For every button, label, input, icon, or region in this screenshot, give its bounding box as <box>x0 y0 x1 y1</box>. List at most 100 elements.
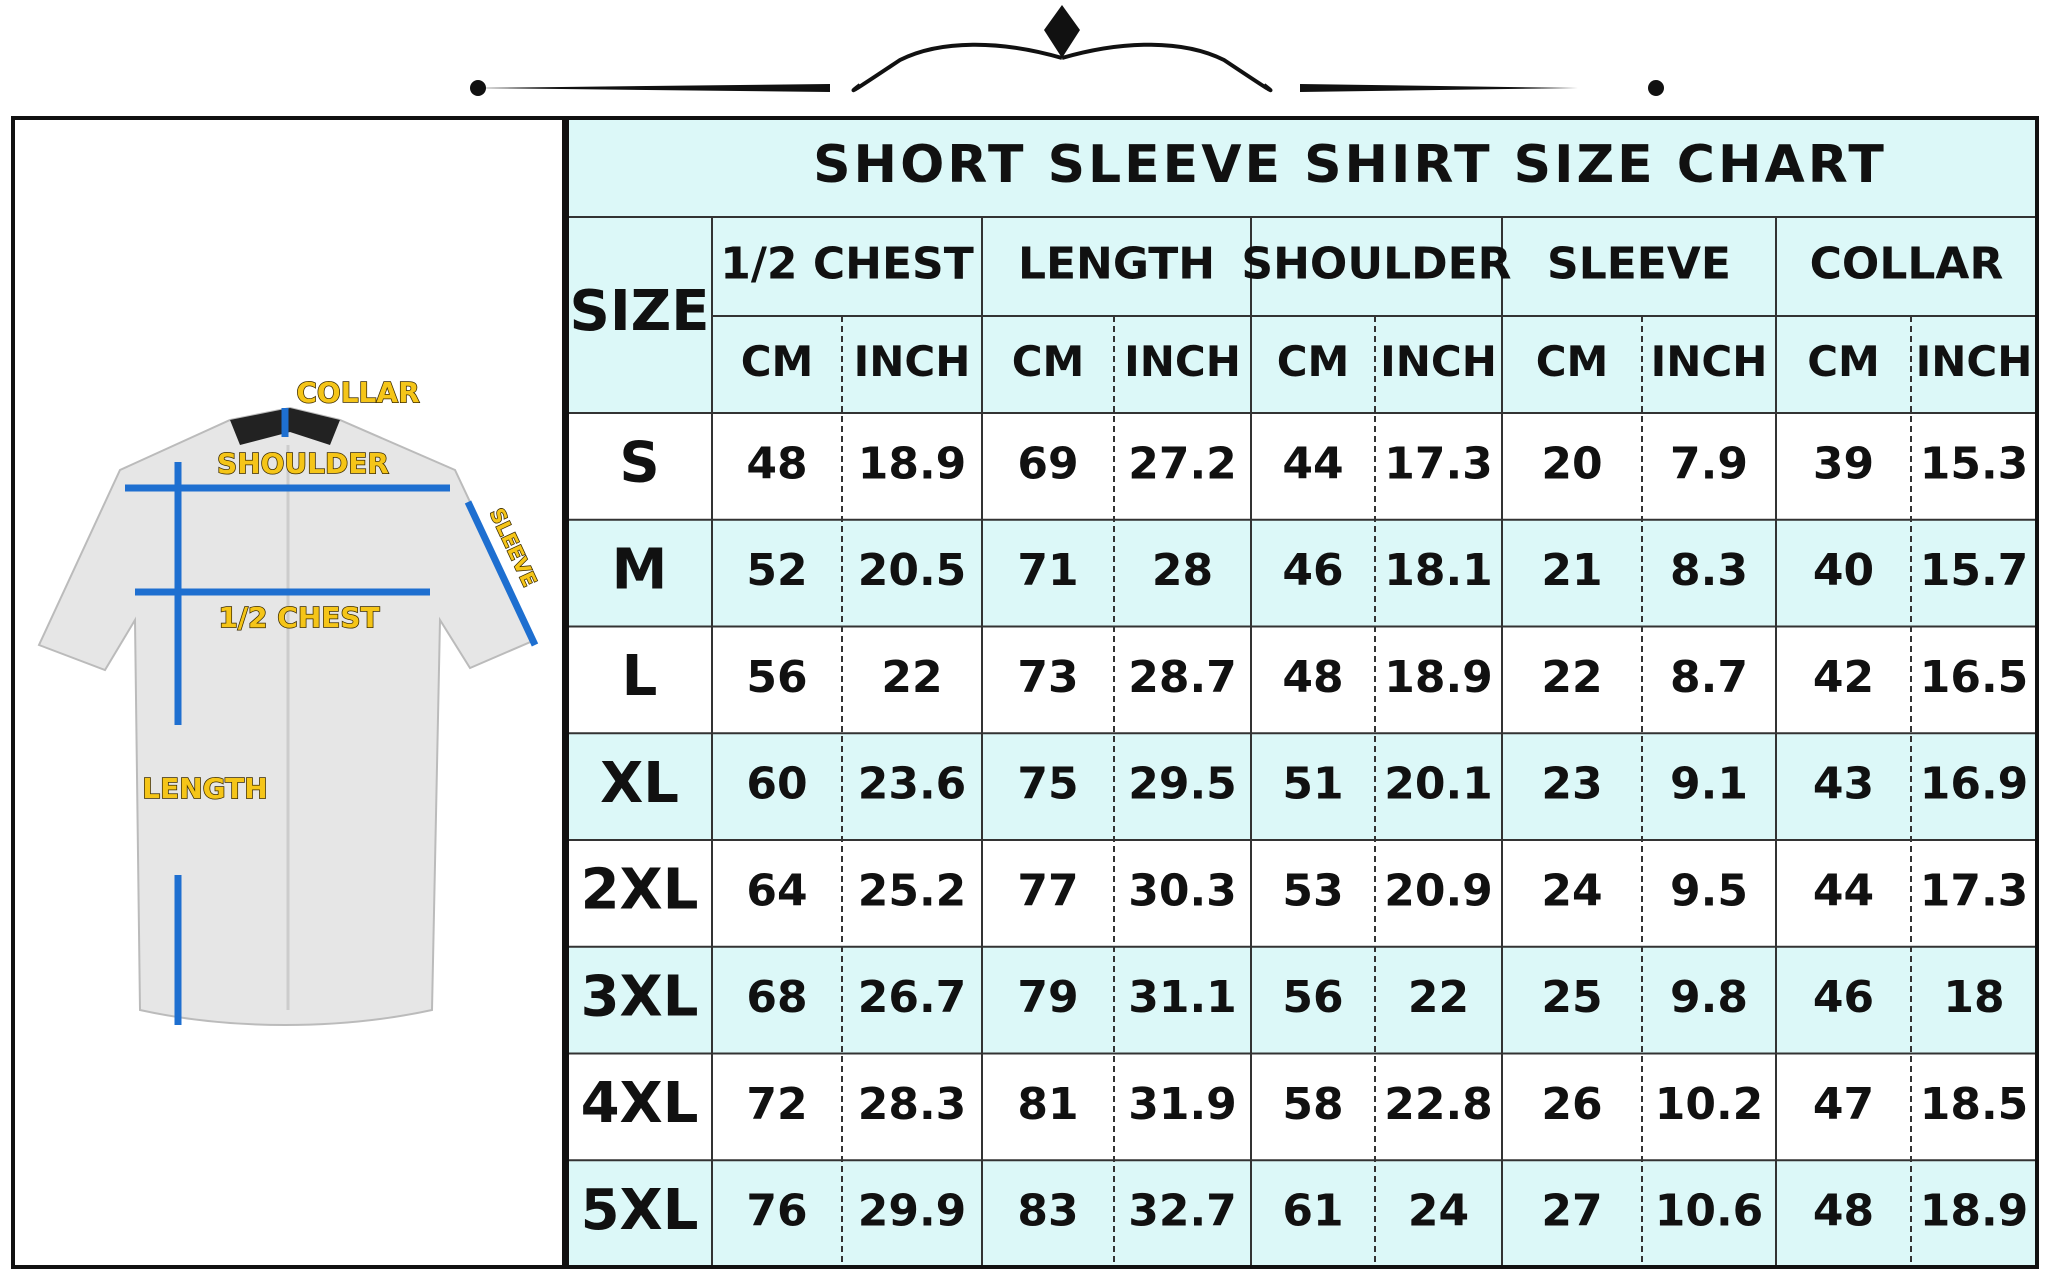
row-bg <box>567 840 2037 947</box>
cell-value: 39 <box>1813 438 1874 489</box>
row-bg <box>567 626 2037 734</box>
cell-value: 29.9 <box>858 1186 967 1237</box>
cell-value: 68 <box>746 972 807 1023</box>
cell-value: 31.9 <box>1128 1079 1237 1130</box>
unit-header: CM <box>1012 337 1085 386</box>
cell-value: 60 <box>746 759 807 810</box>
cell-value: 81 <box>1017 1079 1078 1130</box>
cell-value: 30.3 <box>1128 865 1237 916</box>
cell-value: 25 <box>1541 972 1602 1023</box>
cell-value: 21 <box>1541 545 1602 596</box>
cell-value: 17.3 <box>1920 865 2029 916</box>
cell-value: 48 <box>1282 652 1343 703</box>
cell-value: 32.7 <box>1128 1186 1237 1237</box>
cell-value: 31.1 <box>1128 972 1237 1023</box>
cell-value: 58 <box>1282 1079 1343 1130</box>
size-label: 4XL <box>581 1071 699 1136</box>
cell-value: 9.5 <box>1670 865 1748 916</box>
cell-value: 17.3 <box>1384 438 1493 489</box>
unit-header: CM <box>741 337 814 386</box>
cell-value: 83 <box>1017 1186 1078 1237</box>
cell-value: 77 <box>1017 865 1078 916</box>
cell-value: 46 <box>1813 972 1874 1023</box>
cell-value: 48 <box>1813 1186 1874 1237</box>
cell-value: 44 <box>1813 865 1874 916</box>
table-border <box>565 116 2039 1269</box>
row-bg <box>567 1160 2037 1267</box>
cell-value: 10.6 <box>1655 1186 1764 1237</box>
cell-value: 22 <box>1408 972 1469 1023</box>
title-bar <box>567 118 2037 217</box>
diagram-label: SHOULDER <box>217 447 389 480</box>
cell-value: 15.7 <box>1920 545 2029 596</box>
cell-value: 79 <box>1017 972 1078 1023</box>
cell-value: 23 <box>1541 759 1602 810</box>
cell-value: 22.8 <box>1384 1079 1493 1130</box>
cell-value: 20.5 <box>858 545 967 596</box>
cell-value: 20.9 <box>1384 865 1493 916</box>
cell-value: 71 <box>1017 545 1078 596</box>
cell-value: 42 <box>1813 652 1874 703</box>
cell-value: 20 <box>1541 438 1602 489</box>
group-header: SLEEVE <box>1547 239 1731 290</box>
unit-header: CM <box>1807 337 1880 386</box>
cell-value: 73 <box>1017 652 1078 703</box>
cell-value: 8.3 <box>1670 545 1748 596</box>
cell-value: 64 <box>746 865 807 916</box>
size-label: XL <box>600 751 679 816</box>
cell-value: 47 <box>1813 1079 1874 1130</box>
diagram-label: LENGTH <box>142 772 267 805</box>
cell-value: 27 <box>1541 1186 1602 1237</box>
group-header: SHOULDER <box>1241 239 1511 290</box>
cell-value: 24 <box>1541 865 1602 916</box>
cell-value: 9.1 <box>1670 759 1748 810</box>
cell-value: 8.7 <box>1670 652 1748 703</box>
row-bg <box>567 946 2037 1054</box>
cell-value: 22 <box>881 652 942 703</box>
cell-value: 23.6 <box>858 759 967 810</box>
cell-value: 72 <box>746 1079 807 1130</box>
cell-value: 25.2 <box>858 865 967 916</box>
unit-header: INCH <box>854 337 971 386</box>
cell-value: 16.5 <box>1920 652 2029 703</box>
cell-value: 69 <box>1017 438 1078 489</box>
diagram-label: 1/2 CHEST <box>218 601 379 634</box>
size-label: 2XL <box>581 858 699 923</box>
cell-value: 29.5 <box>1128 759 1237 810</box>
cell-value: 46 <box>1282 545 1343 596</box>
unit-header: INCH <box>1651 337 1768 386</box>
cell-value: 28 <box>1152 545 1213 596</box>
cell-value: 27.2 <box>1128 438 1237 489</box>
row-bg <box>567 413 2037 520</box>
cell-value: 76 <box>746 1186 807 1237</box>
group-header: COLLAR <box>1810 239 2004 290</box>
cell-value: 52 <box>746 545 807 596</box>
cell-value: 15.3 <box>1920 438 2029 489</box>
table-title: SHORT SLEEVE SHIRT SIZE CHART <box>813 135 1887 195</box>
cell-value: 53 <box>1282 865 1343 916</box>
cell-value: 20.1 <box>1384 759 1493 810</box>
cell-value: 26.7 <box>858 972 967 1023</box>
cell-value: 18.9 <box>1384 652 1493 703</box>
cell-value: 51 <box>1282 759 1343 810</box>
cell-value: 28.7 <box>1128 652 1237 703</box>
size-label: 3XL <box>581 964 699 1029</box>
cell-value: 18.1 <box>1384 545 1493 596</box>
cell-value: 61 <box>1282 1186 1343 1237</box>
row-bg <box>567 733 2037 840</box>
measure-arrows <box>125 408 539 1025</box>
group-header: 1/2 CHEST <box>720 239 974 290</box>
cell-value: 10.2 <box>1655 1079 1764 1130</box>
cell-value: 44 <box>1282 438 1343 489</box>
row-bg <box>567 1053 2037 1161</box>
cell-value: 75 <box>1017 759 1078 810</box>
size-label: 5XL <box>581 1178 699 1243</box>
cell-value: 7.9 <box>1670 438 1748 489</box>
cell-value: 18.5 <box>1920 1079 2029 1130</box>
unit-header: CM <box>1536 337 1609 386</box>
cell-value: 9.8 <box>1670 972 1748 1023</box>
cell-value: 43 <box>1813 759 1874 810</box>
cell-value: 40 <box>1813 545 1874 596</box>
